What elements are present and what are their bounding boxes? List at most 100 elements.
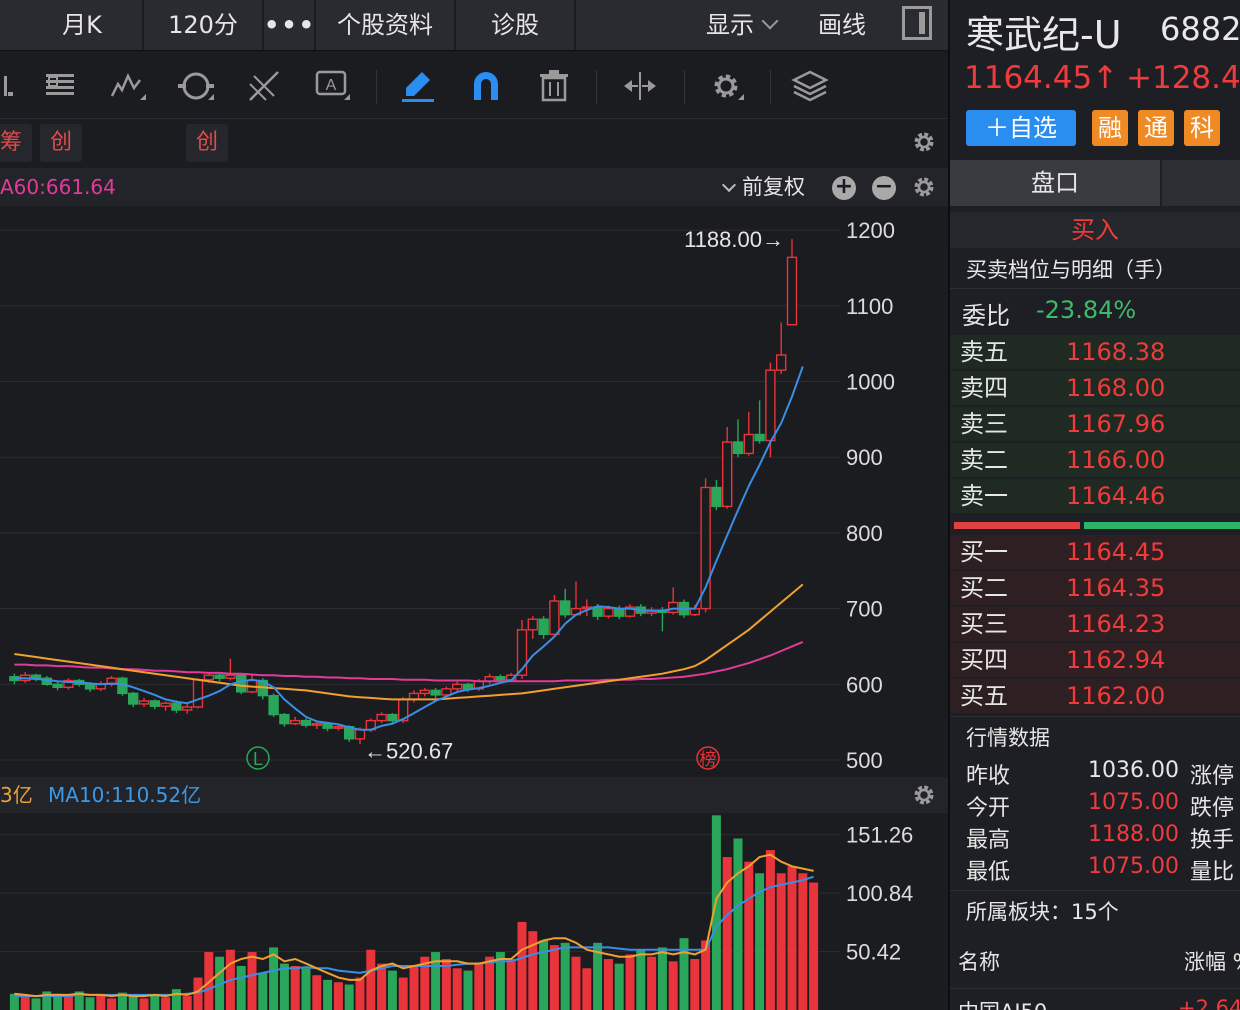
candle[interactable] — [722, 426, 733, 509]
candle[interactable] — [549, 594, 560, 638]
candle[interactable] — [149, 699, 161, 710]
volume-bar[interactable] — [333, 982, 343, 1010]
candle[interactable] — [376, 712, 387, 723]
sector-title[interactable]: 所属板块：15个 — [966, 900, 1119, 924]
badge-year-high[interactable]: 创一年新高 — [186, 124, 229, 307]
candle[interactable] — [290, 716, 301, 726]
volume-bar[interactable] — [755, 873, 765, 1010]
tab-diagnose[interactable]: 诊股 — [456, 0, 576, 50]
event-marker-l[interactable]: L — [246, 746, 270, 770]
tab-month-k[interactable]: 月K — [22, 0, 144, 50]
display-dropdown[interactable]: 显示 — [706, 0, 779, 50]
candle[interactable] — [700, 478, 711, 613]
volume-bar[interactable] — [74, 991, 84, 1010]
volume-bar[interactable] — [290, 965, 300, 1010]
magnet-icon[interactable] — [466, 66, 506, 106]
volume-bar[interactable] — [463, 970, 473, 1010]
candle[interactable] — [430, 688, 441, 698]
volume-bar[interactable] — [63, 996, 73, 1010]
volume-bar[interactable] — [323, 979, 333, 1010]
volume-bar[interactable] — [409, 965, 419, 1010]
line-chart-icon[interactable] — [108, 66, 148, 106]
volume-bar[interactable] — [668, 961, 678, 1010]
gear-icon[interactable] — [912, 130, 936, 154]
candle[interactable] — [732, 419, 744, 458]
candle[interactable] — [127, 691, 139, 708]
volume-bar[interactable] — [441, 959, 451, 1010]
volume-bar[interactable] — [474, 963, 484, 1010]
volume-bar[interactable] — [107, 998, 117, 1010]
sell-level-row[interactable]: 卖一 1164.46 — [950, 479, 1240, 513]
layers-icon[interactable] — [790, 66, 830, 106]
volume-bar[interactable] — [366, 949, 376, 1010]
volume-bar[interactable] — [9, 993, 19, 1010]
volume-bar[interactable] — [117, 992, 127, 1010]
volume-bar[interactable] — [690, 959, 700, 1010]
candle[interactable] — [225, 658, 236, 681]
candle[interactable] — [668, 587, 679, 615]
indicator-icon[interactable] — [40, 66, 80, 106]
volume-bar[interactable] — [636, 949, 646, 1010]
candle[interactable] — [743, 411, 754, 456]
column-name[interactable]: 名称 — [958, 950, 1000, 974]
volume-bar[interactable] — [452, 968, 462, 1010]
column-change[interactable]: 涨幅 % — [1184, 950, 1240, 974]
candle[interactable] — [786, 239, 798, 326]
volume-bar[interactable] — [787, 866, 797, 1010]
volume-bar[interactable] — [549, 945, 559, 1010]
volume-bar[interactable] — [711, 815, 721, 1010]
settings-icon[interactable] — [706, 66, 746, 106]
side-panel-toggle-icon[interactable] — [902, 6, 932, 40]
cycle-icon[interactable] — [176, 66, 216, 106]
candle[interactable] — [300, 718, 312, 728]
volume-bar[interactable] — [344, 984, 354, 1010]
delete-icon[interactable] — [534, 66, 574, 106]
trendline-icon[interactable] — [244, 66, 284, 106]
buy-level-row[interactable]: 买四 1162.94 — [950, 643, 1240, 677]
candle[interactable] — [419, 688, 430, 697]
volume-bar[interactable] — [625, 954, 635, 1010]
buy-level-row[interactable]: 买五 1162.00 — [950, 679, 1240, 713]
volume-bar[interactable] — [571, 956, 581, 1010]
volume-bar[interactable] — [431, 952, 441, 1010]
candle[interactable] — [538, 616, 549, 639]
badge-all-time-high[interactable]: 创历史新高 — [40, 124, 83, 307]
volume-bar[interactable] — [765, 850, 775, 1010]
adjust-dropdown[interactable]: 前复权 — [720, 168, 805, 206]
candlestick-chart[interactable]: 1200 1100 1000 900 800 700 600 500 1188.00→ ←520.… — [0, 206, 948, 776]
tab-secondary[interactable] — [1162, 160, 1240, 206]
volume-bar[interactable] — [420, 956, 430, 1010]
candle[interactable] — [160, 701, 171, 711]
volume-bar[interactable] — [647, 956, 657, 1010]
volume-bar[interactable] — [485, 956, 495, 1010]
draw-button[interactable]: 画线 — [818, 11, 866, 39]
highlighter-icon[interactable] — [398, 66, 438, 106]
split-icon[interactable] — [620, 66, 660, 106]
volume-bar[interactable] — [182, 996, 192, 1010]
volume-bar[interactable] — [776, 873, 786, 1010]
volume-bar[interactable] — [42, 991, 52, 1010]
buy-level-row[interactable]: 买三 1164.23 — [950, 607, 1240, 641]
zoom-in-icon[interactable]: + — [832, 176, 856, 200]
volume-bar[interactable] — [614, 963, 624, 1010]
more-periods-button[interactable]: ••• — [264, 0, 316, 50]
volume-bar[interactable] — [733, 838, 743, 1010]
candle[interactable] — [754, 400, 765, 444]
volume-bar[interactable] — [85, 997, 95, 1010]
volume-bar[interactable] — [798, 873, 808, 1010]
volume-bar[interactable] — [236, 965, 246, 1010]
candle[interactable] — [711, 479, 722, 511]
volume-bar[interactable] — [528, 931, 538, 1010]
volume-bar[interactable] — [150, 994, 160, 1010]
buy-level-row[interactable]: 买二 1164.35 — [950, 571, 1240, 605]
buy-level-row[interactable]: 买一 1164.45 — [950, 535, 1240, 569]
volume-bar[interactable] — [517, 921, 527, 1010]
tag-connect[interactable]: 通 — [1138, 110, 1174, 146]
volume-bar[interactable] — [31, 998, 41, 1010]
candle[interactable] — [181, 703, 193, 714]
volume-bar[interactable] — [301, 968, 311, 1010]
event-marker-bang[interactable]: 榜 — [696, 746, 720, 770]
sell-level-row[interactable]: 卖三 1167.96 — [950, 407, 1240, 441]
volume-bar[interactable] — [744, 861, 754, 1010]
candle[interactable] — [138, 697, 150, 708]
